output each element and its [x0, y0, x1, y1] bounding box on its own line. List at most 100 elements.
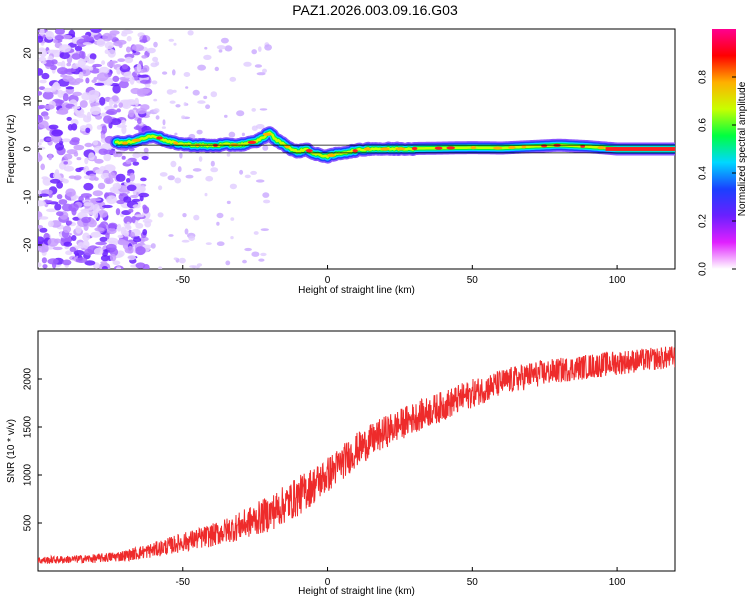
noise-cell: [183, 72, 191, 77]
x-tick-label: 100: [609, 577, 626, 588]
noise-cell: [121, 79, 131, 82]
noise-cell: [103, 149, 116, 155]
noise-cell: [193, 214, 200, 221]
spectrogram-cells: [38, 29, 272, 269]
noise-cell: [224, 114, 228, 118]
noise-cell: [56, 109, 69, 115]
y-tick-label: 20: [23, 47, 34, 59]
noise-cell: [56, 211, 64, 217]
noise-cell: [117, 234, 124, 239]
noise-cell: [146, 47, 156, 54]
noise-cell: [168, 38, 175, 42]
noise-cell: [127, 246, 134, 254]
noise-cell: [242, 259, 247, 264]
noise-cell: [99, 236, 108, 242]
noise-cell: [75, 224, 82, 234]
snr-x-ticks: -50 0 50 100: [176, 567, 626, 588]
noise-cell: [169, 100, 176, 104]
noise-cell: [162, 71, 168, 75]
ridge-peak: [446, 146, 456, 150]
x-tick-label: 0: [325, 577, 331, 588]
noise-cell: [127, 254, 136, 261]
noise-cell: [106, 227, 117, 235]
noise-cell: [135, 246, 146, 256]
noise-cell: [90, 29, 102, 33]
noise-cell: [121, 155, 126, 160]
noise-cell: [173, 42, 177, 46]
noise-cell: [38, 142, 42, 146]
noise-cell: [244, 174, 251, 179]
noise-cell: [38, 68, 44, 76]
noise-cell: [95, 241, 107, 246]
noise-cell: [40, 163, 45, 171]
noise-cell: [134, 185, 143, 192]
noise-cell: [43, 115, 50, 120]
noise-cell: [39, 138, 44, 143]
noise-cell: [62, 75, 74, 82]
ridge-peak: [284, 144, 291, 148]
noise-cell: [168, 234, 174, 237]
noise-cell: [115, 173, 126, 182]
noise-cell: [38, 200, 46, 207]
noise-cell: [103, 177, 114, 185]
noise-cell: [86, 111, 92, 121]
noise-cell: [198, 156, 203, 162]
noise-cell: [56, 62, 63, 66]
noise-cell: [137, 118, 142, 125]
noise-cell: [170, 160, 177, 168]
noise-cell: [243, 61, 252, 67]
noise-cell: [128, 208, 134, 213]
noise-cell: [123, 71, 133, 79]
noise-cell: [71, 235, 77, 241]
noise-cell: [153, 41, 158, 48]
noise-cell: [258, 46, 262, 52]
noise-cell: [105, 110, 115, 115]
noise-cell: [220, 37, 229, 44]
noise-cell: [123, 216, 133, 225]
noise-cell: [85, 127, 91, 133]
noise-cell: [184, 228, 189, 235]
noise-cell: [42, 177, 52, 186]
colorbar-label: Normalized spectral amplitude: [737, 81, 748, 216]
noise-cell: [216, 212, 224, 219]
noise-cell: [100, 112, 107, 117]
x-tick-label: -50: [176, 275, 191, 286]
noise-cell: [255, 124, 265, 129]
ridge-peak: [363, 147, 371, 151]
noise-cell: [82, 42, 92, 46]
noise-cell: [135, 262, 146, 269]
noise-cell: [71, 106, 81, 110]
ridge-peak: [434, 146, 443, 150]
noise-cell: [259, 108, 268, 111]
noise-cell: [83, 175, 91, 180]
noise-cell: [251, 125, 258, 131]
noise-cell: [71, 123, 78, 131]
noise-cell: [121, 125, 127, 135]
x-tick-label: 50: [467, 275, 479, 286]
noise-cell: [96, 72, 109, 82]
noise-cell: [173, 257, 178, 261]
noise-cell: [101, 60, 106, 65]
noise-cell: [96, 125, 102, 130]
noise-cell: [158, 185, 163, 191]
noise-cell: [262, 145, 269, 151]
noise-cell: [136, 108, 147, 115]
colorbar: 0.0 0.2 0.4 0.6 0.8 Normalized spectral ampl…: [698, 29, 748, 276]
noise-cell: [205, 175, 214, 182]
noise-cell: [62, 225, 72, 233]
noise-cell: [61, 138, 71, 143]
noise-cell: [178, 257, 186, 264]
ridge-hot-band: [605, 147, 675, 151]
noise-cell: [142, 229, 148, 236]
noise-cell: [42, 91, 54, 100]
noise-cell: [62, 93, 69, 102]
noise-cell: [75, 257, 88, 264]
noise-cell: [58, 199, 68, 205]
noise-cell: [118, 80, 129, 89]
snr-panel: -50 0 50 100 500 1000 1500 2000 Height of stra…: [6, 330, 676, 597]
noise-cell: [68, 203, 79, 212]
spectrogram-x-ticks: -50 0 50 100: [176, 265, 626, 286]
noise-cell: [66, 62, 72, 67]
snr-x-label: Height of straight line (km): [298, 586, 415, 597]
